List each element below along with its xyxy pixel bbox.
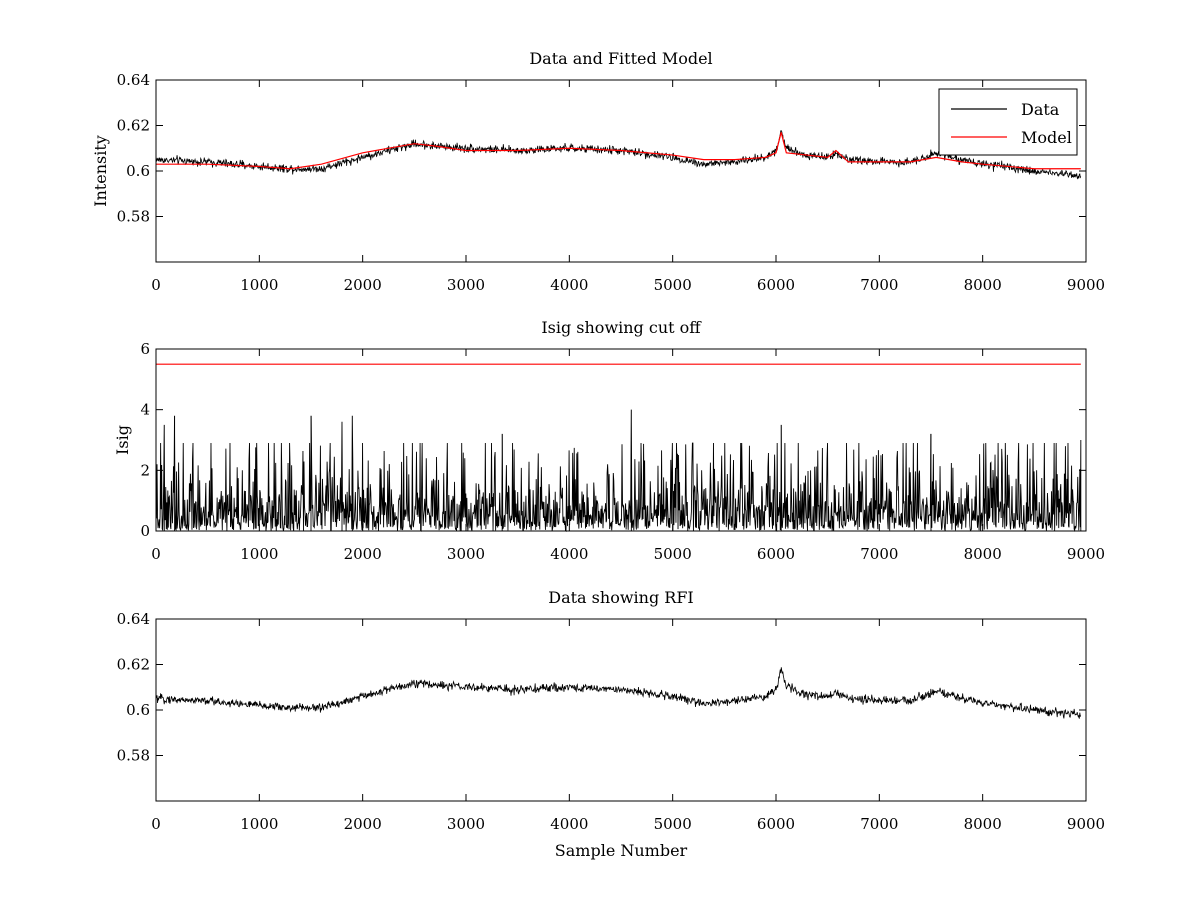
subplot-1: 0 1000 2000 3000 4000 5000 6000 7000 8000 9000 0.5…: [91, 49, 1105, 294]
x-tick-label: 0: [151, 545, 161, 563]
y-axis-label: Intensity: [91, 135, 110, 207]
series-line-data: [155, 130, 1082, 180]
x-tick-label: 0: [151, 276, 161, 294]
x-tick-label: 1000: [240, 815, 278, 833]
axes-frame: [155, 348, 1087, 532]
x-tick-label: 2000: [344, 815, 382, 833]
legend-label-data: Data: [1021, 100, 1060, 119]
legend-box: [938, 88, 1078, 156]
subplot-2: 0 1000 2000 3000 4000 5000 6000 7000 8000 9000 0 2 4…: [113, 318, 1105, 563]
x-tick-label: 3000: [447, 276, 485, 294]
x-tick-label: 3000: [447, 545, 485, 563]
x-tick-label: 3000: [447, 815, 485, 833]
y-tick-label: 6: [140, 340, 150, 358]
x-tick-label: 9000: [1067, 545, 1105, 563]
x-tick-label: 4000: [550, 815, 588, 833]
y-tick-label: 0.64: [117, 610, 150, 628]
x-tick-label: 6000: [757, 815, 795, 833]
x-tick-label: 2000: [344, 545, 382, 563]
y-tick-label: 0.6: [126, 162, 150, 180]
x-tick-label: 6000: [757, 545, 795, 563]
legend-label-model: Model: [1021, 128, 1072, 147]
x-tick-label: 8000: [964, 276, 1002, 294]
series-line-trace-1: [155, 667, 1082, 719]
y-tick-label: 2: [140, 461, 150, 479]
x-tick-label: 9000: [1067, 276, 1105, 294]
y-tick-label: 0.58: [117, 208, 150, 226]
x-tick-label: 0: [151, 815, 161, 833]
x-tick-label: 5000: [654, 815, 692, 833]
x-axis-label: Sample Number: [555, 841, 688, 860]
x-tick-label: 7000: [860, 276, 898, 294]
x-tick-label: 7000: [860, 545, 898, 563]
x-tick-label: 4000: [550, 545, 588, 563]
x-tick-label: 1000: [240, 545, 278, 563]
subplot-title: Data showing RFI: [548, 588, 693, 607]
x-tick-label: 5000: [654, 545, 692, 563]
legend: Data Model: [938, 88, 1078, 156]
x-tick-label: 4000: [550, 276, 588, 294]
y-axis-label: Isig: [113, 425, 132, 455]
series-line-trace-1: [155, 409, 1082, 533]
y-tick-label: 0.6: [126, 701, 150, 719]
y-tick-label: 0.62: [117, 656, 150, 674]
x-tick-label: 6000: [757, 276, 795, 294]
x-tick-label: 2000: [344, 276, 382, 294]
series-line-model: [156, 132, 1081, 170]
y-tick-label: 4: [140, 401, 150, 419]
x-tick-label: 9000: [1067, 815, 1105, 833]
x-tick-label: 8000: [964, 815, 1002, 833]
x-tick-label: 1000: [240, 276, 278, 294]
x-tick-label: 8000: [964, 545, 1002, 563]
y-tick-label: 0: [140, 522, 150, 540]
subplot-3: 0 1000 2000 3000 4000 5000 6000 7000 8000 9000 0.5…: [117, 588, 1106, 860]
y-tick-label: 0.62: [117, 117, 150, 135]
y-tick-label: 0.58: [117, 747, 150, 765]
subplot-title: Isig showing cut off: [541, 318, 702, 337]
subplot-title: Data and Fitted Model: [529, 49, 712, 68]
x-tick-label: 5000: [654, 276, 692, 294]
y-tick-label: 0.64: [117, 71, 150, 89]
x-tick-label: 7000: [860, 815, 898, 833]
